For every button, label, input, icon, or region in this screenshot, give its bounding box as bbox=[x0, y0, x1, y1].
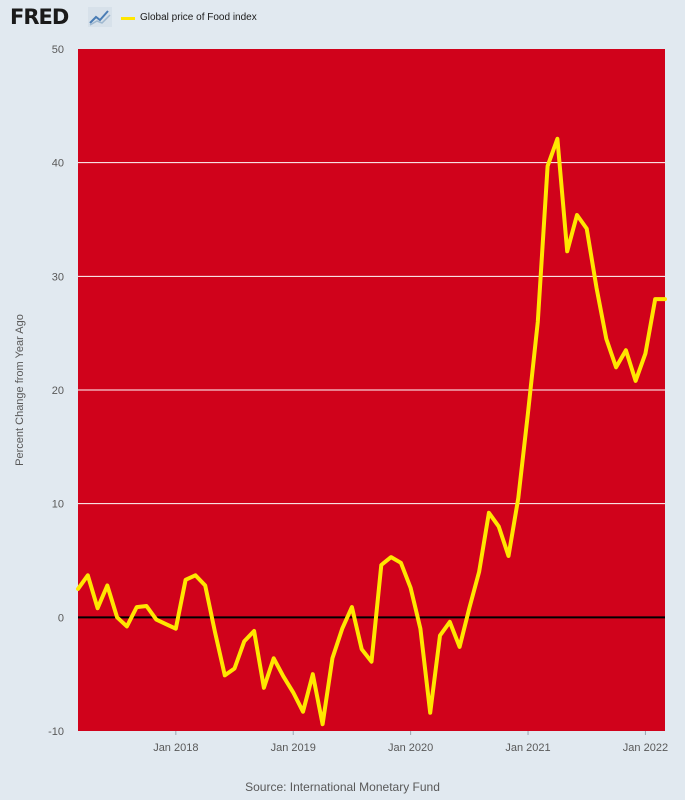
data-point bbox=[126, 625, 128, 627]
legend-series-label: Global price of Food index bbox=[140, 12, 257, 23]
data-point bbox=[596, 287, 597, 289]
y-tick-label: 20 bbox=[52, 385, 64, 397]
x-tick-label: Jan 2021 bbox=[505, 742, 550, 754]
data-point bbox=[517, 497, 519, 499]
data-point bbox=[615, 366, 617, 368]
data-point bbox=[165, 623, 167, 625]
source-note: Source: International Monetary Fund bbox=[245, 780, 440, 794]
data-point bbox=[146, 605, 147, 607]
data-point bbox=[429, 712, 431, 714]
data-point bbox=[508, 555, 509, 557]
data-point bbox=[488, 512, 490, 514]
y-tick-label: 50 bbox=[52, 44, 64, 56]
data-point bbox=[175, 628, 177, 630]
trend-line-icon bbox=[88, 7, 112, 27]
x-tick-label: Jan 2022 bbox=[623, 742, 668, 754]
data-point bbox=[654, 298, 656, 300]
data-point bbox=[302, 711, 304, 713]
data-point bbox=[439, 635, 441, 636]
y-tick-label: -10 bbox=[48, 726, 64, 738]
data-point bbox=[263, 687, 265, 689]
data-point bbox=[498, 525, 500, 527]
data-point bbox=[136, 606, 138, 608]
data-point bbox=[664, 298, 666, 300]
data-point bbox=[292, 691, 294, 693]
data-point bbox=[566, 250, 568, 252]
data-point bbox=[556, 138, 558, 140]
data-point bbox=[410, 587, 412, 589]
data-point bbox=[449, 621, 451, 623]
data-point bbox=[380, 564, 382, 566]
data-point bbox=[214, 631, 216, 633]
data-point bbox=[361, 648, 363, 650]
data-point bbox=[87, 574, 89, 576]
fred-logo[interactable]: FRED bbox=[10, 5, 69, 29]
data-point bbox=[116, 616, 118, 618]
data-point bbox=[273, 657, 275, 659]
data-point bbox=[77, 588, 79, 590]
data-point bbox=[312, 673, 314, 675]
data-point bbox=[371, 661, 372, 663]
data-point bbox=[341, 628, 343, 630]
data-point bbox=[331, 657, 333, 659]
legend-swatch bbox=[121, 17, 135, 20]
y-tick-label: 10 bbox=[52, 499, 64, 511]
data-point bbox=[635, 380, 637, 382]
y-tick-label: 40 bbox=[52, 158, 64, 170]
data-point bbox=[644, 353, 646, 355]
x-tick-label: Jan 2019 bbox=[271, 742, 316, 754]
data-point bbox=[459, 646, 461, 648]
data-point bbox=[576, 214, 578, 216]
data-point bbox=[400, 562, 402, 564]
data-point bbox=[282, 675, 284, 677]
data-point bbox=[253, 630, 255, 632]
x-tick-label: Jan 2018 bbox=[153, 742, 198, 754]
line-chart[interactable]: -10 0 10 20 30 40 50 Jan 2018 Jan 2019 Jan 2020 Ja… bbox=[0, 0, 685, 780]
data-point bbox=[478, 571, 480, 573]
data-point bbox=[106, 585, 108, 586]
data-point bbox=[97, 607, 99, 609]
y-axis-label: Percent Change from Year Ago bbox=[14, 314, 26, 466]
data-point bbox=[351, 606, 353, 608]
data-point bbox=[194, 574, 196, 576]
chart-header: FRED Global price of Food index bbox=[0, 0, 685, 40]
data-point bbox=[224, 674, 226, 676]
data-point bbox=[586, 228, 588, 230]
data-point bbox=[185, 579, 187, 581]
x-tick-label: Jan 2020 bbox=[388, 742, 433, 754]
data-point bbox=[234, 668, 235, 669]
data-point bbox=[537, 321, 539, 323]
data-point bbox=[419, 628, 421, 630]
data-point bbox=[322, 723, 324, 725]
y-tick-label: 0 bbox=[58, 612, 64, 624]
data-point bbox=[605, 338, 607, 340]
data-point bbox=[625, 349, 627, 351]
data-point bbox=[527, 412, 529, 414]
data-point bbox=[204, 585, 206, 586]
data-point bbox=[243, 640, 245, 642]
y-tick-label: 30 bbox=[52, 271, 64, 283]
data-point bbox=[547, 165, 549, 167]
data-point bbox=[390, 556, 392, 558]
data-point bbox=[155, 619, 157, 621]
data-point bbox=[468, 607, 470, 609]
